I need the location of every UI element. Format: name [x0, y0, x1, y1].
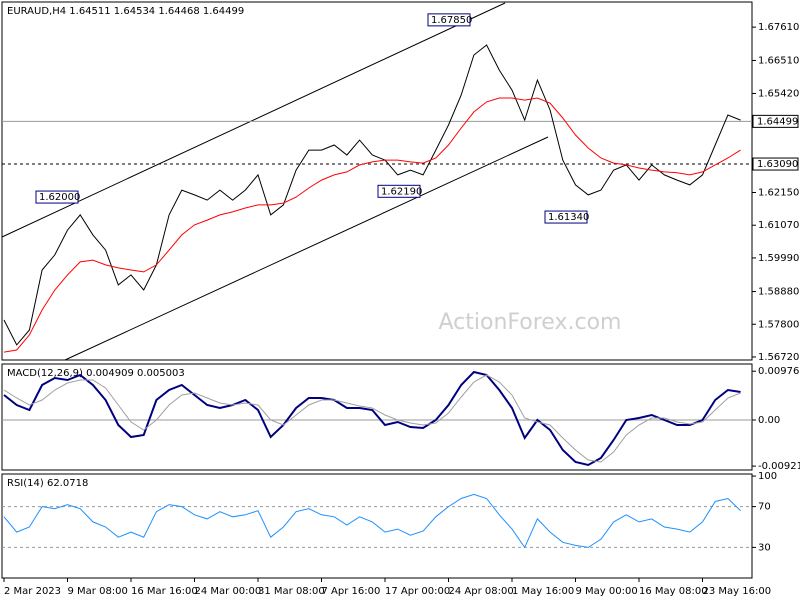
y-tick-label: 1.67610 — [758, 22, 799, 33]
price-label: 1.63090 — [757, 159, 798, 170]
y-tick-label: 100 — [758, 471, 777, 482]
panel-frame — [1, 473, 753, 579]
y-tick-label: 0.009761 — [758, 366, 800, 377]
y-tick-label: 1.56720 — [758, 352, 799, 363]
y-tick-label: 1.58880 — [758, 287, 799, 298]
annotation-label: 1.61340 — [548, 212, 589, 223]
channel-upper — [1, 2, 506, 238]
x-tick-label: 24 Apr 08:00 — [449, 586, 514, 597]
y-tick-label: 1.66510 — [758, 55, 799, 66]
annotation-box — [427, 13, 471, 27]
y-tick-label: 1.62150 — [758, 188, 799, 199]
y-tick-label: 1.59990 — [758, 253, 799, 264]
y-tick-label: 70 — [758, 502, 771, 513]
series-line — [3, 493, 741, 549]
channel-lower — [64, 136, 549, 361]
panel-title: MACD(12,26,9) 0.004909 0.005003 — [7, 368, 185, 379]
price-label-box — [752, 157, 799, 171]
panel-frame — [1, 1, 753, 361]
series-line — [3, 374, 741, 463]
x-tick-label: 1 May 16:00 — [512, 586, 574, 597]
panel-title: EURAUD,H4 1.64511 1.64534 1.64468 1.6449… — [7, 6, 244, 17]
annotation-box — [544, 210, 588, 224]
price-label-box — [752, 114, 799, 128]
x-tick-label: 31 Mar 08:00 — [258, 586, 325, 597]
y-tick-label: 1.57800 — [758, 319, 799, 330]
x-tick-label: 23 May 16:00 — [703, 586, 772, 597]
y-tick-label: 1.61070 — [758, 220, 799, 231]
y-tick-label: 0.00 — [758, 415, 780, 426]
annotation-box — [35, 190, 79, 204]
panel-title: RSI(14) 62.0718 — [7, 478, 88, 489]
y-tick-label: -0.009216 — [758, 461, 800, 472]
annotation-box — [377, 184, 421, 198]
x-tick-label: 7 Apr 16:00 — [322, 586, 381, 597]
series-line — [3, 44, 741, 346]
annotation-label: 1.62190 — [381, 186, 422, 197]
series-line — [3, 370, 741, 467]
series-line — [3, 97, 741, 353]
x-tick-label: 9 Mar 08:00 — [68, 586, 128, 597]
x-tick-label: 16 May 08:00 — [639, 586, 708, 597]
price-label: 1.64499 — [757, 116, 798, 127]
x-tick-label: 16 Mar 16:00 — [131, 586, 198, 597]
annotation-label: 1.62000 — [39, 192, 80, 203]
y-tick-label: 30 — [758, 542, 771, 553]
panel-frame — [1, 363, 753, 471]
watermark: ActionForex.com — [439, 310, 622, 335]
y-tick-label: 1.65420 — [758, 88, 799, 99]
annotation-label: 1.67850 — [431, 15, 472, 26]
x-tick-label: 24 Mar 00:00 — [195, 586, 262, 597]
x-tick-label: 17 Apr 00:00 — [385, 586, 450, 597]
x-tick-label: 2 Mar 2023 — [4, 586, 61, 597]
x-tick-label: 9 May 00:00 — [576, 586, 638, 597]
